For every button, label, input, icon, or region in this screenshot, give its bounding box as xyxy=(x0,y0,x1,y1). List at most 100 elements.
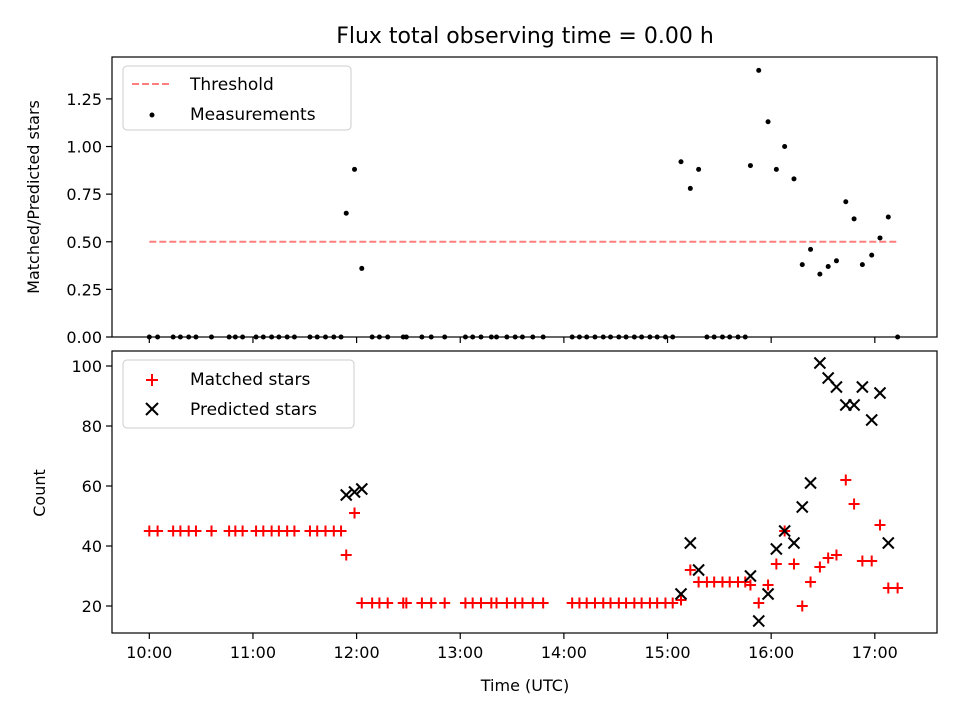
measurements-point xyxy=(799,262,805,268)
measurements-point xyxy=(869,252,875,258)
matched-stars-point xyxy=(796,600,808,612)
x-tick-label: 14:00 xyxy=(541,643,587,662)
measurements-point xyxy=(885,214,891,220)
top-legend: Threshold Measurements xyxy=(122,65,352,131)
legend-predicted-swatch xyxy=(145,402,159,416)
predicted-stars-point xyxy=(804,476,817,490)
predicted-stars-point xyxy=(865,413,878,427)
matched-stars-point xyxy=(805,576,817,588)
measurements-point xyxy=(687,185,693,191)
measurements-point xyxy=(678,159,684,165)
matched-stars-point xyxy=(822,552,834,564)
matched-stars-point xyxy=(416,597,428,609)
x-tick-label: 13:00 xyxy=(437,643,483,662)
predicted-stars-point xyxy=(856,380,869,394)
matched-stars-point xyxy=(892,582,904,594)
predicted-stars-point xyxy=(684,536,697,550)
bottom-axes-frame xyxy=(111,350,938,634)
matched-stars-point xyxy=(675,594,687,606)
predicted-stars-point xyxy=(847,398,861,412)
measurements-point xyxy=(765,119,771,125)
matched-stars-point xyxy=(840,474,852,486)
matched-stars-point xyxy=(491,597,503,609)
top-axes-marks xyxy=(146,67,901,340)
matched-stars-point xyxy=(190,525,202,537)
matched-stars-point xyxy=(814,561,826,573)
legend-measurements-swatch xyxy=(149,112,155,118)
x-axis-label: Time (UTC) xyxy=(480,676,569,695)
bottom-axes-marks xyxy=(143,356,904,628)
top-axes-frame xyxy=(111,56,938,338)
measurements-point xyxy=(352,166,358,172)
predicted-stars-point xyxy=(761,587,775,601)
y-tick-label: 20 xyxy=(82,597,102,616)
matched-stars-point xyxy=(475,597,487,609)
bottom-axes-ticks: 20 40 60 80 100 10:00 11:00 12:00 13:00 14:00 15:0… xyxy=(71,357,897,662)
matched-stars-point xyxy=(866,555,878,567)
chart-title: Flux total observing time = 0.00 h xyxy=(336,24,714,49)
matched-stars-point xyxy=(205,525,217,537)
predicted-stars-point xyxy=(692,563,705,577)
legend-matched-label: Matched stars xyxy=(190,370,310,390)
matched-stars-point xyxy=(335,525,347,537)
measurements-point xyxy=(843,199,849,205)
predicted-stars-point xyxy=(348,485,361,499)
predicted-stars-point xyxy=(340,488,353,502)
measurements-point xyxy=(756,67,762,73)
predicted-stars-point xyxy=(355,482,368,496)
bottom-legend: Matched stars Predicted stars xyxy=(122,359,355,429)
predicted-stars-point xyxy=(796,500,809,514)
predicted-stars-point xyxy=(778,524,791,538)
measurements-point xyxy=(859,262,865,268)
legend-threshold-label: Threshold xyxy=(189,75,274,95)
predicted-stars-point xyxy=(813,356,827,370)
matched-stars-point xyxy=(753,597,765,609)
matched-stars-point xyxy=(744,579,756,591)
y-tick-label: 60 xyxy=(82,477,102,496)
predicted-stars-point xyxy=(770,542,783,556)
predicted-stars-point xyxy=(882,536,895,550)
predicted-stars-point xyxy=(744,569,757,583)
matched-stars-point xyxy=(349,507,361,519)
top-y-axis-label: Matched/Predicted stars xyxy=(24,100,43,294)
measurements-point xyxy=(833,258,839,264)
matched-stars-point xyxy=(788,558,800,570)
y-tick-label: 0.25 xyxy=(66,280,102,299)
bottom-y-axis-label: Count xyxy=(30,469,49,517)
y-tick-label: 0.00 xyxy=(66,328,102,347)
y-tick-label: 1.00 xyxy=(66,138,102,157)
matched-stars-point xyxy=(439,597,451,609)
measurements-point xyxy=(773,166,779,172)
measurements-point xyxy=(791,176,797,182)
measurements-point xyxy=(343,210,349,216)
top-legend-frame xyxy=(122,65,352,131)
legend-measurements-label: Measurements xyxy=(190,105,316,125)
y-tick-label: 0.50 xyxy=(66,233,102,252)
x-tick-label: 15:00 xyxy=(644,643,690,662)
predicted-stars-point xyxy=(752,614,765,628)
top-axes: 0.00 0.25 0.50 0.75 1.00 1.25 Matched/Predict… xyxy=(24,56,938,347)
measurements-point xyxy=(877,235,883,241)
matched-stars-point xyxy=(527,597,539,609)
y-tick-label: 80 xyxy=(82,417,102,436)
x-tick-label: 10:00 xyxy=(126,643,172,662)
matched-stars-point xyxy=(340,549,352,561)
predicted-stars-point xyxy=(787,536,801,550)
matched-stars-point xyxy=(667,597,679,609)
matched-stars-point xyxy=(382,597,394,609)
matched-stars-point xyxy=(770,558,782,570)
matched-stars-point xyxy=(830,549,842,561)
matched-stars-point xyxy=(882,582,894,594)
bottom-axes: 20 40 60 80 100 10:00 11:00 12:00 13:00 14:00 15:0… xyxy=(30,350,938,695)
matched-stars-point xyxy=(848,498,860,510)
x-tick-label: 16:00 xyxy=(748,643,794,662)
matched-stars-point xyxy=(425,597,437,609)
matched-stars-point xyxy=(856,555,868,567)
predicted-stars-point xyxy=(674,587,688,601)
measurements-point xyxy=(851,216,857,222)
matched-stars-point xyxy=(400,597,412,609)
bottom-legend-frame xyxy=(122,359,355,429)
matched-stars-point xyxy=(684,564,696,576)
measurements-point xyxy=(747,163,753,169)
